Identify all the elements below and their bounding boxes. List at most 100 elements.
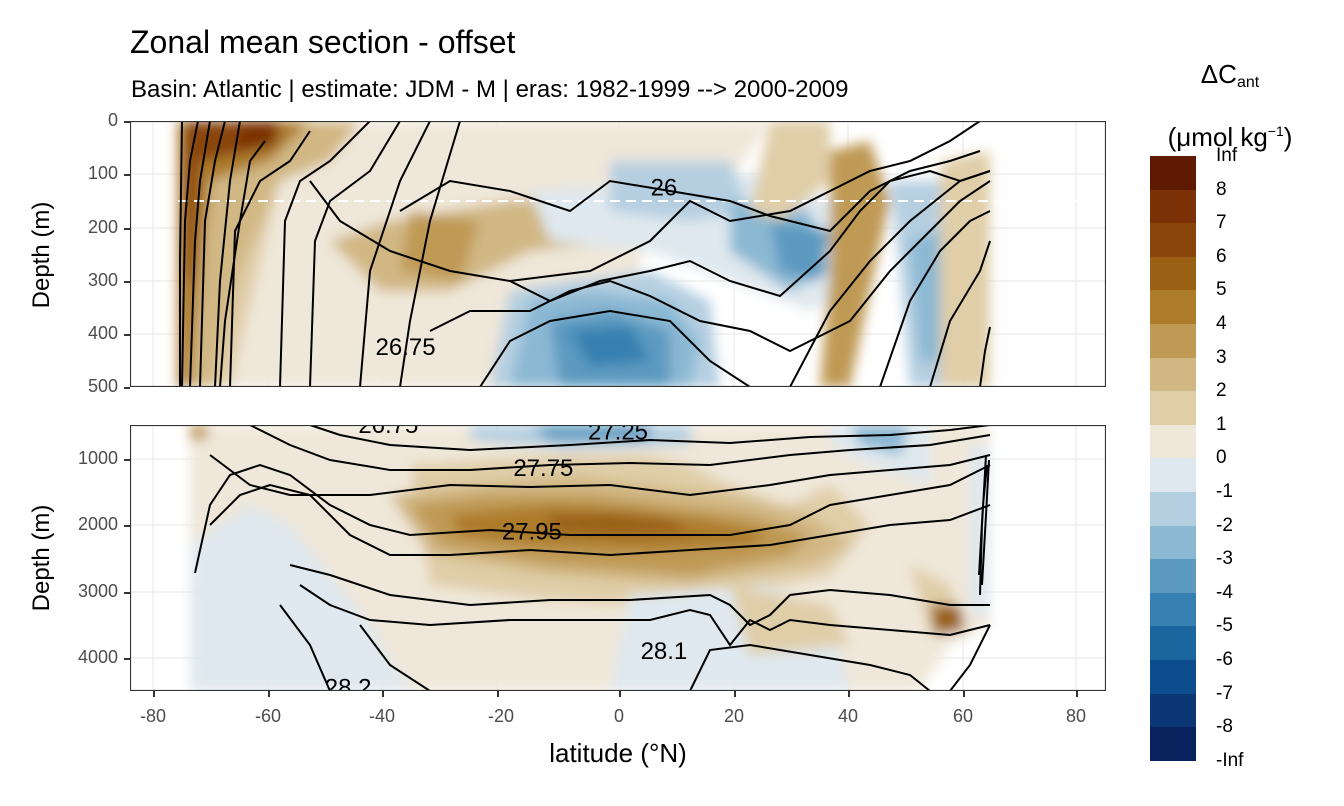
contour-label: 27.95: [502, 518, 562, 545]
legend-swatch: [1150, 525, 1196, 560]
lower-field: 27.25 27.75 27.95 28.1 28.2 26.75: [190, 425, 991, 691]
upper-panel-plot: 26 26.75: [130, 121, 1106, 387]
y-tick-mark: [124, 228, 130, 230]
legend-label: -2: [1216, 514, 1233, 536]
legend-swatch: [1150, 156, 1196, 191]
x-tick-mark: [382, 691, 384, 697]
y-tick-label: 3000: [77, 581, 118, 601]
y-tick-label: 1000: [77, 448, 118, 468]
y-tick-label: 0: [107, 110, 118, 130]
chart-title: Zonal mean section - offset: [130, 24, 516, 60]
legend-title-main: ΔC: [1200, 59, 1237, 89]
x-tick-mark: [153, 691, 155, 697]
legend-swatch: [1150, 290, 1196, 325]
lower-panel: 27.25 27.75 27.95 28.1 28.2 26.75: [130, 425, 1106, 691]
x-tick-mark: [619, 691, 621, 697]
legend-label: 6: [1216, 245, 1227, 267]
legend-label: 8: [1216, 178, 1227, 200]
upper-contour-labels: 26 26.75: [376, 175, 678, 362]
x-tick-label: -40: [368, 706, 396, 726]
legend-swatch: [1150, 324, 1196, 359]
legend-label: -Inf: [1216, 749, 1244, 771]
legend-label: -8: [1216, 716, 1233, 738]
x-tick-mark: [268, 691, 270, 697]
y-tick-label: 400: [87, 323, 118, 343]
y-tick-mark: [124, 334, 130, 336]
contour-label: 28.2: [325, 675, 372, 691]
y-tick-label: 4000: [77, 647, 118, 667]
chart-subtitle: Basin: Atlantic | estimate: JDM - M | er…: [131, 76, 849, 103]
legend-swatch: [1150, 424, 1196, 459]
lower-panel-plot: 27.25 27.75 27.95 28.1 28.2 26.75: [130, 425, 1106, 691]
legend-label: 0: [1216, 447, 1227, 469]
contour-label: 27.25: [588, 425, 648, 446]
x-tick-mark: [734, 691, 736, 697]
legend-swatch: [1150, 727, 1196, 762]
legend-label: 7: [1216, 212, 1227, 234]
y-tick-mark: [124, 592, 130, 594]
legend-swatch: [1150, 223, 1196, 258]
legend-swatch: [1150, 391, 1196, 426]
x-tick-label: 0: [613, 706, 625, 726]
contour-label: 26.75: [358, 425, 418, 439]
upper-panel-border: [130, 121, 1106, 387]
x-tick-mark: [963, 691, 965, 697]
legend-swatch: [1150, 256, 1196, 291]
legend-label: 2: [1216, 380, 1227, 402]
legend-label: -7: [1216, 682, 1233, 704]
legend-label: 5: [1216, 279, 1227, 301]
x-tick-label: 40: [837, 706, 859, 726]
y-tick-mark: [124, 525, 130, 527]
x-tick-label: -80: [139, 706, 167, 726]
legend-label: -5: [1216, 615, 1233, 637]
y-tick-mark: [124, 121, 130, 123]
upper-field: 26 26.75: [178, 121, 1106, 387]
y-tick-mark: [124, 174, 130, 176]
contour-label: 26.75: [376, 334, 436, 361]
contour-label: 26: [651, 175, 678, 202]
x-tick-label: -60: [254, 706, 282, 726]
legend-unit-prefix: (μmol kg: [1167, 122, 1268, 152]
legend-swatch: [1150, 492, 1196, 527]
legend-label: 1: [1216, 413, 1227, 435]
legend-unit-suffix: ): [1283, 122, 1293, 152]
x-tick-label: 80: [1065, 706, 1087, 726]
y-tick-mark: [124, 281, 130, 283]
x-tick-mark: [848, 691, 850, 697]
legend-swatch: [1150, 626, 1196, 661]
legend-swatch: [1150, 458, 1196, 493]
legend-label: -4: [1216, 581, 1233, 603]
x-tick-mark: [1076, 691, 1078, 697]
y-tick-mark: [124, 387, 130, 389]
x-tick-label: 20: [723, 706, 745, 726]
y-tick-label: 100: [87, 163, 118, 183]
y-tick-label: 500: [87, 376, 118, 396]
legend-label: 4: [1216, 313, 1227, 334]
legend-label: 3: [1216, 346, 1227, 368]
y-tick-mark: [124, 658, 130, 660]
y-tick-label: 2000: [77, 514, 118, 534]
upper-panel: 26 26.75: [130, 121, 1106, 387]
x-tick-label: 60: [952, 706, 974, 726]
legend-unit-sup: −1: [1267, 123, 1284, 139]
x-axis-label: latitude (°N): [549, 738, 687, 768]
y-tick-label: 200: [87, 217, 118, 237]
legend-title: ΔCant (μmol kg−1): [1140, 56, 1320, 157]
x-tick-label: -20: [487, 706, 515, 726]
contour-label: 27.75: [513, 455, 573, 482]
legend-swatch: [1150, 592, 1196, 627]
x-tick-mark: [497, 691, 499, 697]
legend-swatch: [1150, 693, 1196, 728]
legend-label: -1: [1216, 481, 1233, 502]
upper-isopycnals: [179, 121, 991, 387]
legend-swatch: [1150, 559, 1196, 594]
legend-label: -3: [1216, 548, 1233, 570]
legend-swatch: [1150, 189, 1196, 224]
contour-label: 28.1: [641, 638, 688, 665]
legend-label: -6: [1216, 649, 1233, 670]
legend-swatch: [1150, 357, 1196, 392]
y-tick-label: 300: [87, 270, 118, 290]
y-tick-mark: [124, 459, 130, 461]
legend-swatch: [1150, 660, 1196, 695]
legend-title-sub: ant: [1236, 74, 1260, 91]
